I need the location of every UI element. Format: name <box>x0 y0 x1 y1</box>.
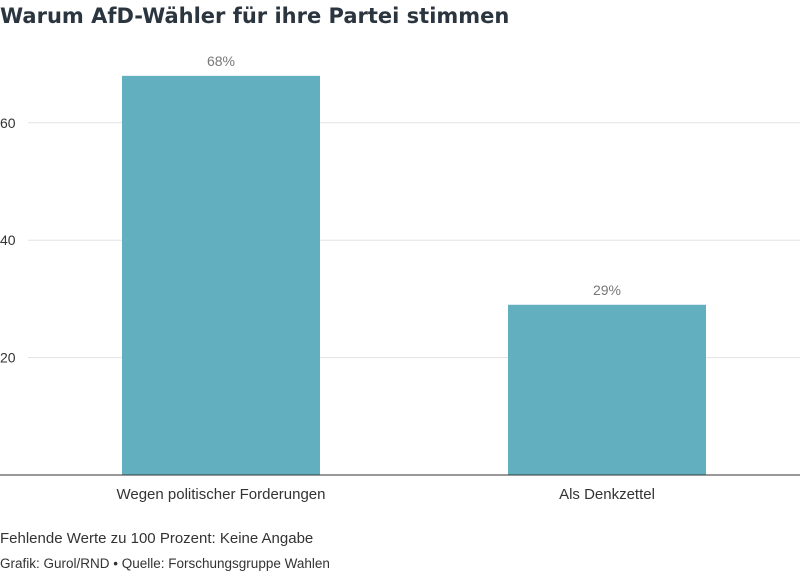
missing-values-note: Fehlende Werte zu 100 Prozent: Keine Ang… <box>0 530 314 547</box>
y-tick-label: 60 <box>0 115 16 131</box>
bars <box>122 75 706 475</box>
bar-1 <box>122 75 320 475</box>
value-label: 68% <box>207 53 235 69</box>
y-tick-label: 20 <box>0 350 16 366</box>
credit-footer: Grafik: Gurol/RND • Quelle: Forschungsgr… <box>0 556 330 571</box>
value-label: 29% <box>593 282 621 298</box>
chart-title: Warum AfD-Wähler für ihre Partei stimmen <box>0 4 510 28</box>
labels: 20 40 60 68% Wegen politischer Forderungen 29… <box>0 53 655 503</box>
bar-chart: 20 40 60 68% Wegen politischer Forderungen 29… <box>0 53 800 503</box>
bar-2 <box>508 304 706 475</box>
category-label: Als Denkzettel <box>559 486 655 503</box>
y-tick-label: 40 <box>0 232 16 248</box>
category-label: Wegen politischer Forderungen <box>116 486 325 503</box>
